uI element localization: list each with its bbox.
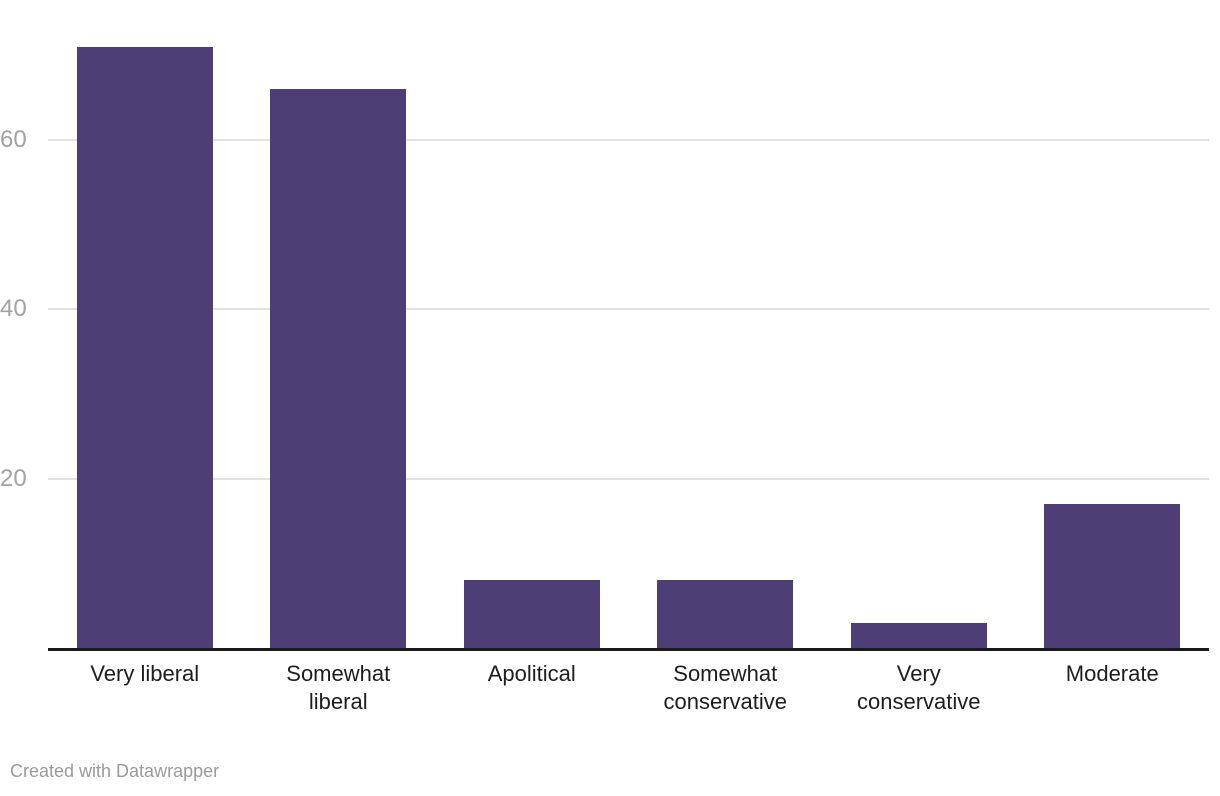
gridline-60 xyxy=(48,138,1209,141)
gridline-20 xyxy=(48,477,1209,480)
bar-very-liberal xyxy=(76,46,213,648)
bar-moderate xyxy=(1044,504,1181,648)
bar-somewhat-liberal xyxy=(270,88,407,648)
gridline-40 xyxy=(48,308,1209,311)
bar-very-conservative xyxy=(850,622,987,648)
y-tick-label-60: 60 xyxy=(0,125,27,153)
category-label-very-liberal: Very liberal xyxy=(90,661,200,686)
bar-apolitical xyxy=(463,580,600,648)
category-label-somewhat-liberal: Somewhat liberal xyxy=(286,661,391,714)
category-label-somewhat-conservative: Somewhat conservative xyxy=(663,661,787,714)
category-label-very-conservative: Very conservative xyxy=(856,661,981,714)
category-label-apolitical: Apolitical xyxy=(487,661,576,686)
bar-somewhat-conservative xyxy=(657,580,794,648)
plot-area xyxy=(48,0,1209,651)
y-tick-label-20: 20 xyxy=(0,464,27,492)
y-tick-label-40: 40 xyxy=(0,295,27,323)
datawrapper-credit-link[interactable]: Created with Datawrapper xyxy=(10,761,220,781)
category-label-moderate: Moderate xyxy=(1065,661,1159,686)
